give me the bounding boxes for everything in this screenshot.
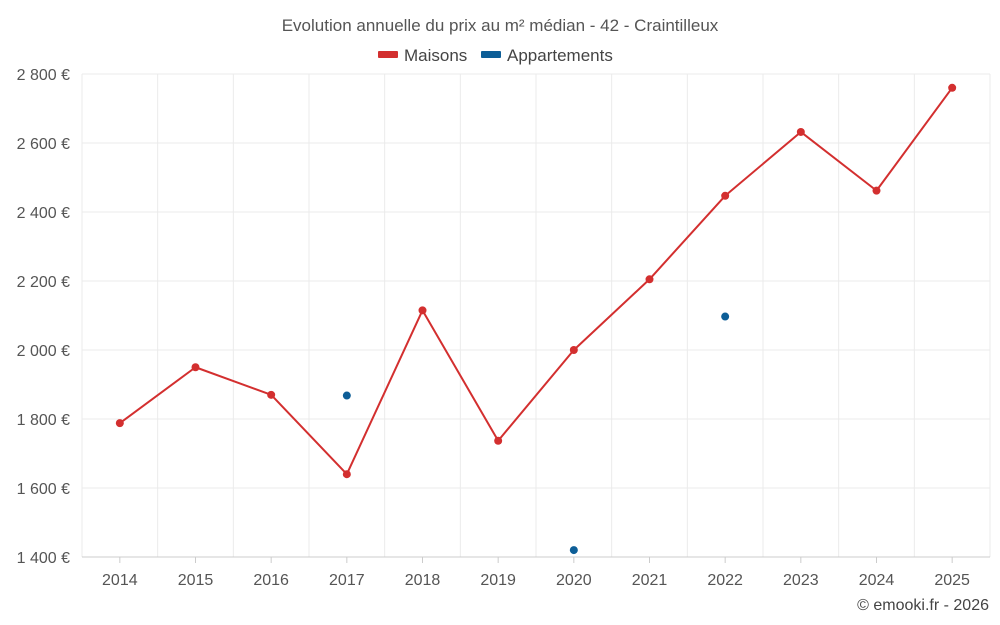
point-maisons-2020[interactable] (569, 346, 578, 354)
point-maisons-2015[interactable] (191, 363, 200, 372)
x-tick-label: 2017 (329, 572, 365, 589)
x-tick-label: 2014 (102, 572, 138, 589)
x-tick-label: 2023 (783, 572, 819, 589)
x-tick-label: 2019 (480, 572, 516, 589)
point-appartements-2022[interactable] (721, 312, 730, 321)
y-tick-label: 2 200 € (17, 274, 70, 291)
point-appartements-2020[interactable] (569, 546, 578, 555)
y-tick-label: 1 400 € (17, 550, 70, 567)
y-tick-label: 2 400 € (17, 205, 70, 222)
series-line-maisons (119, 87, 953, 476)
point-maisons-2019[interactable] (494, 436, 503, 445)
point-appartements-2017[interactable] (342, 391, 351, 400)
x-tick-label: 2018 (405, 572, 441, 589)
legend-label-appartements: Appartements (507, 46, 613, 65)
legend-item-appartements[interactable]: Appartements (481, 46, 613, 65)
legend-item-maisons[interactable]: Maisons (378, 46, 467, 65)
y-tick-label: 2 600 € (17, 136, 70, 153)
legend: Maisons Appartements (378, 46, 613, 65)
point-maisons-2018[interactable] (418, 306, 427, 315)
point-maisons-2023[interactable] (796, 127, 805, 136)
x-tick-label: 2024 (859, 572, 895, 589)
y-tick-label: 2 800 € (17, 67, 70, 84)
point-maisons-2022[interactable] (721, 191, 730, 200)
legend-swatch-appartements (481, 51, 501, 58)
chart-title: Evolution annuelle du prix au m² médian … (282, 16, 719, 35)
x-tick-label: 2022 (707, 572, 743, 589)
x-tick-label: 2021 (632, 572, 668, 589)
x-tick-label: 2016 (253, 572, 289, 589)
y-tick-label: 1 800 € (17, 412, 70, 429)
x-tick-label: 2025 (934, 572, 970, 589)
y-tick-label: 2 000 € (17, 343, 70, 360)
point-maisons-2017[interactable] (342, 470, 351, 479)
point-maisons-2014[interactable] (115, 419, 124, 428)
point-maisons-2016[interactable] (267, 390, 276, 399)
series (115, 83, 957, 555)
legend-label-maisons: Maisons (404, 46, 467, 65)
axes: 1 400 € 1 600 € 1 800 € 2 000 € 2 200 € 2 400… (17, 67, 990, 589)
x-tick-label: 2015 (178, 572, 214, 589)
legend-swatch-maisons (378, 51, 398, 58)
point-maisons-2021[interactable] (645, 275, 654, 284)
point-maisons-2025[interactable] (948, 83, 957, 92)
grid (81, 73, 991, 558)
x-tick-label: 2020 (556, 572, 592, 589)
point-maisons-2024[interactable] (872, 186, 881, 195)
credit-text: © emooki.fr - 2026 (857, 597, 989, 614)
y-tick-label: 1 600 € (17, 481, 70, 498)
